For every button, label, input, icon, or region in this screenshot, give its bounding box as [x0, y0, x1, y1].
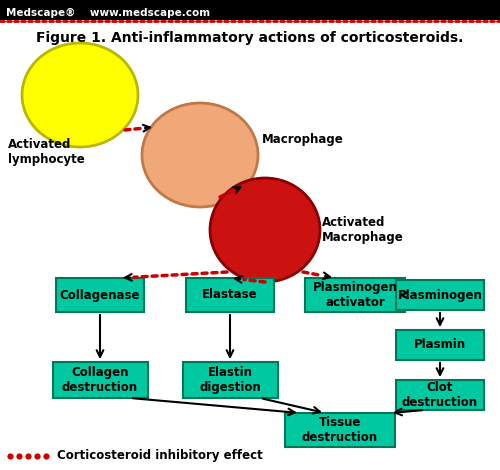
Text: Figure 1. Anti-inflammatory actions of corticosteroids.: Figure 1. Anti-inflammatory actions of c…: [36, 31, 464, 45]
FancyBboxPatch shape: [285, 413, 395, 447]
Text: Medscape®    www.medscape.com: Medscape® www.medscape.com: [6, 8, 210, 18]
FancyBboxPatch shape: [396, 380, 484, 410]
Text: Plasminogen
activator: Plasminogen activator: [312, 281, 398, 309]
Text: Tissue
destruction: Tissue destruction: [302, 416, 378, 444]
Text: Activated
Macrophage: Activated Macrophage: [322, 216, 404, 244]
FancyBboxPatch shape: [52, 362, 148, 398]
Text: Clot
destruction: Clot destruction: [402, 381, 478, 409]
Text: Elastin
digestion: Elastin digestion: [199, 366, 261, 394]
FancyBboxPatch shape: [396, 330, 484, 360]
Ellipse shape: [142, 103, 258, 207]
FancyBboxPatch shape: [186, 278, 274, 312]
Ellipse shape: [210, 178, 320, 282]
Text: Activated
lymphocyte: Activated lymphocyte: [8, 138, 85, 166]
Bar: [0, 0, 500, 20]
Text: Plasminogen: Plasminogen: [398, 289, 482, 301]
Text: Corticosteroid inhibitory effect: Corticosteroid inhibitory effect: [57, 449, 263, 462]
Text: Collagenase: Collagenase: [60, 289, 140, 301]
FancyBboxPatch shape: [56, 278, 144, 312]
Text: Plasmin: Plasmin: [414, 338, 466, 352]
Ellipse shape: [22, 43, 138, 147]
FancyBboxPatch shape: [182, 362, 278, 398]
Text: Elastase: Elastase: [202, 289, 258, 301]
Text: Macrophage: Macrophage: [262, 133, 344, 147]
FancyBboxPatch shape: [396, 280, 484, 310]
FancyBboxPatch shape: [305, 278, 405, 312]
Text: Collagen
destruction: Collagen destruction: [62, 366, 138, 394]
